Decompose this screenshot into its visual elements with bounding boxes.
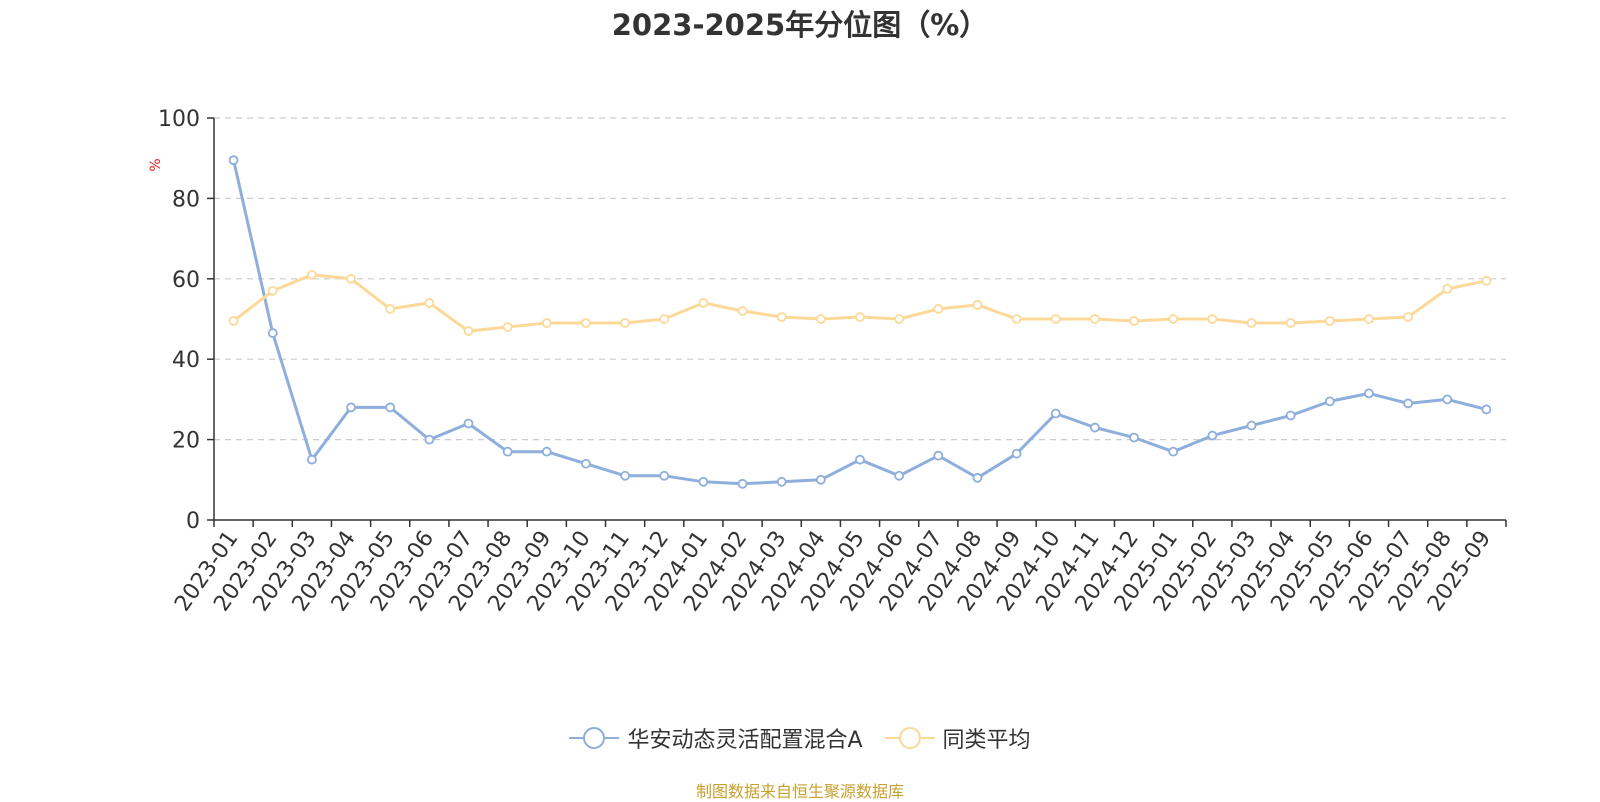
data-point-series-2[interactable] <box>737 306 748 316</box>
legend[interactable]: 华安动态灵活配置混合A 同类平均 <box>0 722 1600 754</box>
series-lines <box>228 155 1492 489</box>
data-point-series-1[interactable] <box>972 472 983 483</box>
data-point-series-2[interactable] <box>346 273 356 284</box>
data-point-series-1[interactable] <box>1442 394 1453 405</box>
data-point-series-2[interactable] <box>1090 314 1100 324</box>
data-point-series-2[interactable] <box>1285 318 1296 328</box>
data-point-series-2[interactable] <box>1481 275 1492 286</box>
data-point-series-2[interactable] <box>541 318 552 328</box>
y-axis-label: % <box>148 158 164 171</box>
data-point-series-2[interactable] <box>620 318 630 328</box>
data-point-series-2[interactable] <box>1207 314 1218 324</box>
y-tick-label: 20 <box>172 429 200 454</box>
data-point-series-1[interactable] <box>1168 446 1179 457</box>
chart-title: 2023-2025年分位图（%） <box>611 8 989 42</box>
data-point-series-2[interactable] <box>776 312 787 322</box>
legend-item-series-1[interactable]: 华安动态灵活配置混合A <box>569 722 863 754</box>
data-point-series-1[interactable] <box>620 470 630 481</box>
source-note: 制图数据来自恒生聚源数据库 <box>695 782 904 801</box>
data-point-series-1[interactable] <box>659 470 670 481</box>
data-point-series-1[interactable] <box>1090 422 1100 433</box>
data-point-series-1[interactable] <box>228 155 239 166</box>
grid-lines <box>214 117 1506 441</box>
data-point-series-2[interactable] <box>1168 314 1179 324</box>
data-point-series-2[interactable] <box>1364 314 1374 324</box>
data-point-series-2[interactable] <box>855 312 865 322</box>
y-tick-label: 80 <box>172 187 200 212</box>
legend-label-series-1: 华安动态灵活配置混合A <box>627 728 863 753</box>
data-point-series-2[interactable] <box>1442 283 1453 294</box>
data-point-series-2[interactable] <box>1050 314 1061 324</box>
x-tick-labels: 2023-012023-022023-032023-042023-052023-… <box>170 527 1496 617</box>
data-point-series-1[interactable] <box>1050 408 1061 419</box>
data-point-series-2[interactable] <box>894 314 905 324</box>
data-point-series-1[interactable] <box>1403 398 1414 409</box>
data-point-series-1[interactable] <box>424 434 435 445</box>
data-point-series-2[interactable] <box>463 326 474 336</box>
data-point-series-1[interactable] <box>894 470 905 481</box>
data-point-series-2[interactable] <box>698 298 709 308</box>
data-point-series-1[interactable] <box>581 458 591 469</box>
y-tick-label: 0 <box>186 509 200 534</box>
data-point-series-2[interactable] <box>581 318 591 328</box>
data-point-series-2[interactable] <box>1129 316 1139 326</box>
legend-marker-series-2 <box>884 727 935 749</box>
legend-label-series-2: 同类平均 <box>942 728 1031 753</box>
data-point-series-1[interactable] <box>698 476 709 487</box>
data-point-series-1[interactable] <box>1011 448 1022 459</box>
data-point-series-1[interactable] <box>346 402 356 413</box>
data-point-series-1[interactable] <box>737 478 748 489</box>
legend-marker-series-1 <box>569 727 620 749</box>
legend-item-series-2[interactable]: 同类平均 <box>884 722 1031 754</box>
y-tick-labels: 0 20 40 60 80 100 <box>158 107 200 534</box>
data-point-series-1[interactable] <box>1207 430 1218 441</box>
data-point-series-2[interactable] <box>228 316 239 326</box>
data-point-series-1[interactable] <box>1364 388 1374 399</box>
data-point-series-1[interactable] <box>541 446 552 457</box>
data-point-series-2[interactable] <box>1403 312 1414 322</box>
data-point-series-2[interactable] <box>502 322 513 332</box>
data-point-series-2[interactable] <box>659 314 670 324</box>
data-point-series-1[interactable] <box>306 454 317 465</box>
data-point-series-2[interactable] <box>1246 318 1257 328</box>
y-tick-label: 40 <box>172 348 200 373</box>
data-point-series-2[interactable] <box>1324 316 1335 326</box>
data-point-series-2[interactable] <box>1011 314 1022 324</box>
data-point-series-1[interactable] <box>1246 420 1257 431</box>
series-line-2 <box>232 273 1487 333</box>
data-point-series-1[interactable] <box>1129 432 1139 443</box>
data-point-series-1[interactable] <box>463 418 474 429</box>
data-point-series-1[interactable] <box>267 328 278 338</box>
data-point-series-1[interactable] <box>385 402 396 413</box>
data-point-series-2[interactable] <box>972 300 983 310</box>
data-point-series-2[interactable] <box>933 304 944 314</box>
axes <box>207 117 1507 527</box>
y-tick-label: 100 <box>158 107 200 132</box>
data-point-series-1[interactable] <box>776 476 787 487</box>
data-point-series-2[interactable] <box>306 269 317 280</box>
data-point-series-1[interactable] <box>933 450 944 461</box>
data-point-series-2[interactable] <box>815 314 826 324</box>
data-point-series-1[interactable] <box>855 454 865 465</box>
data-point-series-1[interactable] <box>1285 410 1296 421</box>
data-point-series-2[interactable] <box>267 285 278 296</box>
data-point-series-1[interactable] <box>1324 396 1335 407</box>
data-point-series-2[interactable] <box>385 304 396 314</box>
data-point-series-1[interactable] <box>502 446 513 457</box>
data-point-series-1[interactable] <box>815 474 826 485</box>
data-point-series-1[interactable] <box>1481 404 1492 415</box>
y-tick-label: 60 <box>172 268 200 293</box>
data-point-series-2[interactable] <box>424 298 435 308</box>
